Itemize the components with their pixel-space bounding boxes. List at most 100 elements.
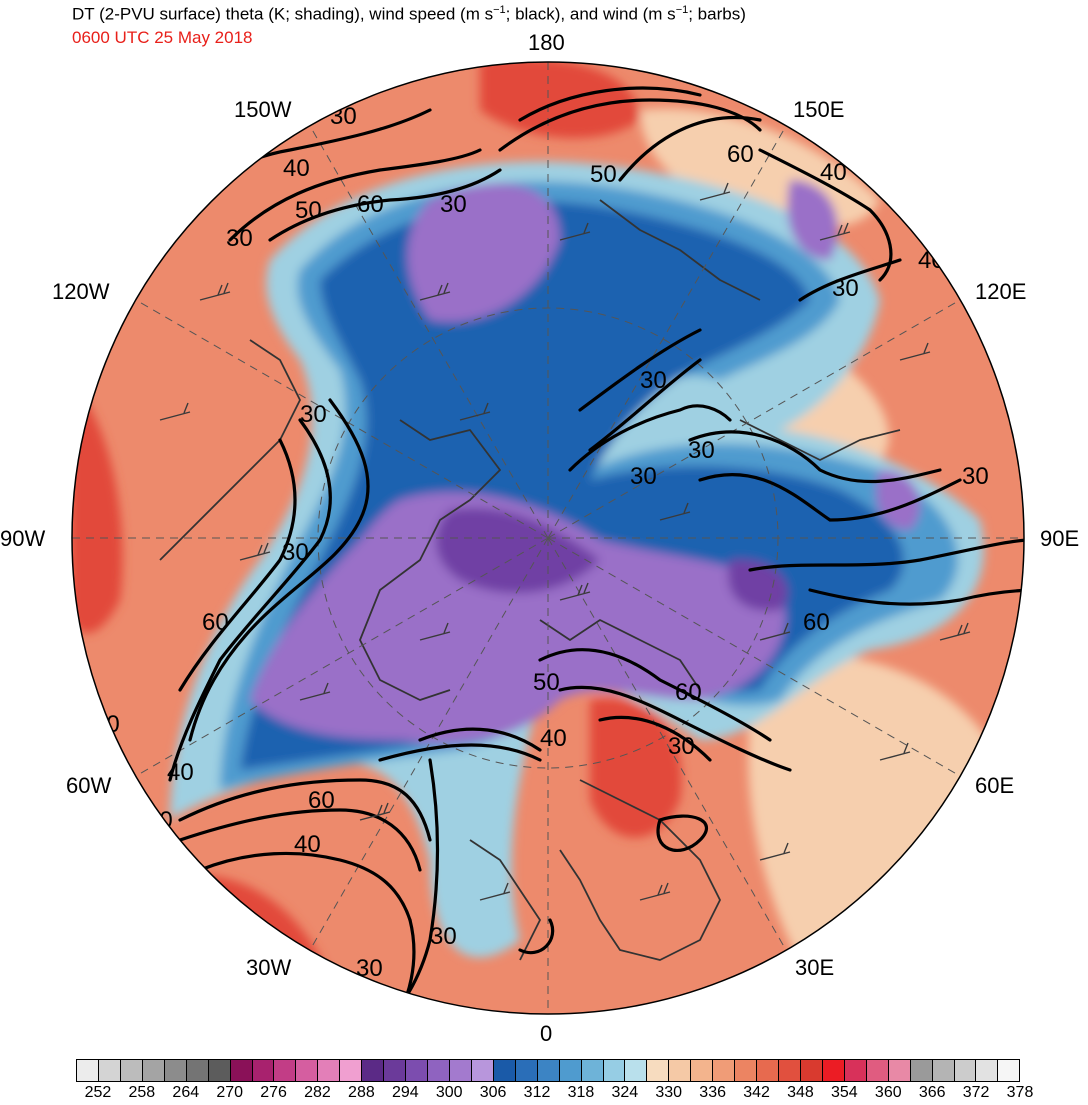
colorbar-tick-label: 318 [567, 1084, 595, 1101]
contour-label: 60 [202, 609, 229, 636]
colorbar-swatch [954, 1060, 977, 1081]
valid-time: 0600 UTC 25 May 2018 [72, 28, 253, 47]
lon-label-0: 0 [540, 1021, 553, 1046]
colorbar-tick-label: 366 [918, 1084, 946, 1101]
colorbar-tick-label: 264 [172, 1084, 200, 1101]
field-red-europe [590, 698, 682, 838]
colorbar-tick-label: 372 [962, 1084, 990, 1101]
field-red-pacific [480, 62, 640, 139]
title-part-3: ; barbs) [688, 4, 746, 24]
contour-label: 30 [330, 103, 357, 130]
lon-label-120w: 120W [52, 279, 110, 304]
contour-label: 50 [590, 161, 617, 188]
colorbar-tick-label: 312 [523, 1084, 551, 1101]
colorbar-tick-label: 252 [84, 1084, 112, 1101]
map-boundary-circle [71, 61, 1025, 1015]
title-superscript-2: −1 [675, 4, 689, 16]
colorbar-swatch [998, 1060, 1020, 1081]
colorbar-swatch [757, 1060, 779, 1081]
lon-label-30e: 30E [795, 955, 835, 980]
contour-label: 30 [832, 275, 859, 302]
contour-label: 30 [282, 539, 309, 566]
contour-label: 30 [226, 225, 253, 252]
contour-label: 40 [294, 831, 321, 858]
colorbar-swatch [274, 1060, 297, 1081]
colorbar-tick-label: 270 [216, 1084, 244, 1101]
colorbar-tick-label: 300 [435, 1084, 463, 1101]
field-purple-east [876, 470, 920, 530]
colorbar-swatch [515, 1060, 538, 1081]
wind-barbs [159, 182, 971, 901]
contour-label: 60 [308, 787, 335, 814]
colorbar-swatch [581, 1060, 604, 1081]
colorbar-swatch [669, 1060, 692, 1081]
colorbar-swatch [932, 1060, 955, 1081]
colorbar-swatch [449, 1060, 472, 1081]
contour-label: 40 [820, 159, 847, 186]
colorbar-swatch [318, 1060, 341, 1081]
contour-label: 50 [533, 669, 560, 696]
colorbar-tick-label: 348 [787, 1084, 814, 1101]
contour-label: 60 [803, 609, 830, 636]
lon-label-30w: 30W [246, 955, 292, 980]
contour-label: 40 [167, 759, 194, 786]
contour-label: 30 [688, 437, 715, 464]
colorbar-tick-label: 258 [128, 1084, 156, 1101]
field-red-west [72, 380, 123, 634]
field-deep-purple-east [728, 559, 788, 611]
colorbar-swatch [910, 1060, 933, 1081]
colorbar-tick-label: 288 [348, 1084, 375, 1101]
colorbar-swatch [866, 1060, 889, 1081]
colorbar-swatch [713, 1060, 736, 1081]
colorbar-swatch [603, 1060, 626, 1081]
colorbar-swatch [296, 1060, 319, 1081]
colorbar-tick-label: 378 [1006, 1084, 1034, 1101]
contour-label: 60 [675, 679, 702, 706]
title-part-2: ; black), and wind (m s [505, 4, 676, 24]
colorbar-tick-label: 354 [831, 1084, 858, 1101]
colorbar-tick-label: 306 [479, 1084, 507, 1101]
colorbar-swatch [691, 1060, 714, 1081]
colorbar-swatch [735, 1060, 758, 1081]
field-purple-core [250, 492, 786, 744]
contour-label: 60 [727, 141, 754, 168]
field-peach-southeast [748, 654, 1000, 1000]
contour-label: 30 [668, 733, 695, 760]
polar-stereographic-map: 30 40 50 60 30 30 40 30 50 60 30 30 30 3… [71, 61, 1025, 1015]
title-part-1: DT (2-PVU surface) theta (K; shading), w… [72, 4, 494, 24]
contour-label: 30 [640, 367, 667, 394]
map-title: DT (2-PVU surface) theta (K; shading), w… [72, 4, 746, 25]
theta-shading: 30 40 50 60 30 30 40 30 50 60 30 30 30 3… [72, 62, 1024, 1014]
colorbar-swatch [164, 1060, 187, 1081]
colorbar-swatch [559, 1060, 582, 1081]
colorbar-swatch [428, 1060, 450, 1081]
colorbar-tick-labels: 252 258 264 270 276 282 288 294 300 306 312 318 324 3… [76, 1084, 1034, 1104]
colorbar-swatch [384, 1060, 407, 1081]
colorbar-swatch [406, 1060, 428, 1081]
lon-label-90w: 90W [0, 526, 46, 551]
colorbar-swatch [625, 1060, 648, 1081]
colorbar-tick-label: 336 [699, 1084, 726, 1101]
colorbar-swatch [142, 1060, 165, 1081]
colorbar-swatch [844, 1060, 867, 1081]
lon-label-180: 180 [528, 30, 565, 55]
contour-label: 60 [357, 191, 384, 218]
contour-label: 30 [430, 923, 457, 950]
contour-label: 30 [146, 807, 173, 834]
lon-label-120e: 120E [975, 279, 1027, 304]
colorbar-tick-label: 324 [611, 1084, 639, 1101]
lon-label-60w: 60W [66, 773, 112, 798]
colorbar-swatch [976, 1060, 999, 1081]
colorbar-swatch [800, 1060, 823, 1081]
title-superscript-1: −1 [493, 4, 506, 16]
colorbar-swatch [537, 1060, 560, 1081]
lon-label-60e: 60E [975, 773, 1015, 798]
colorbar-tick-label: 282 [304, 1084, 331, 1101]
colorbar-swatch [208, 1060, 231, 1081]
colorbar-swatch [471, 1060, 494, 1081]
contour-label: 30 [356, 955, 383, 982]
colorbar-swatch [98, 1060, 121, 1081]
contour-label: 30 [962, 463, 989, 490]
theta-colorbar [76, 1059, 1020, 1082]
lon-label-150w: 150W [234, 97, 292, 122]
